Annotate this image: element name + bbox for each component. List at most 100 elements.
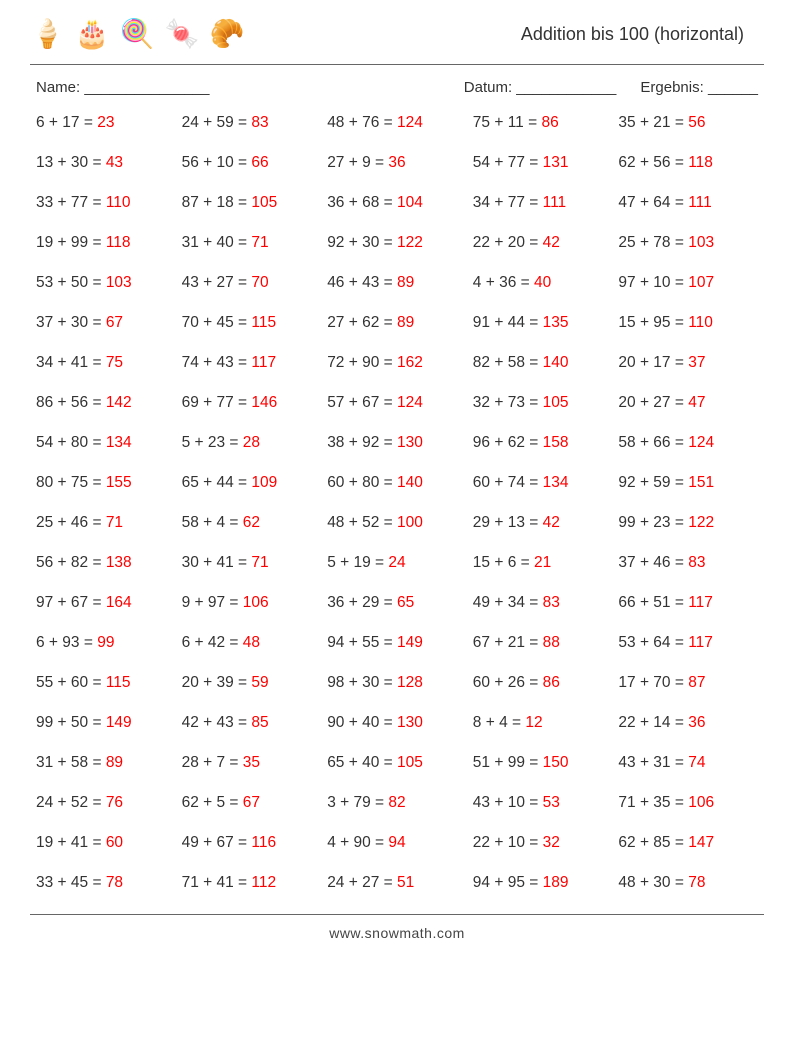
problem-cell: 92 + 30 = 122 — [327, 234, 467, 252]
problem-answer: 109 — [251, 474, 277, 491]
problem-cell: 3 + 79 = 82 — [327, 794, 467, 812]
problem-expression: 87 + 18 = — [182, 194, 252, 211]
problem-answer: 110 — [106, 194, 131, 211]
problem-cell: 62 + 85 = 147 — [618, 834, 758, 852]
problem-expression: 38 + 92 = — [327, 434, 397, 451]
problem-answer: 138 — [106, 554, 132, 571]
problem-answer: 146 — [251, 394, 277, 411]
problem-expression: 34 + 41 = — [36, 354, 106, 371]
problem-answer: 134 — [543, 474, 569, 491]
problem-cell: 30 + 41 = 71 — [182, 554, 322, 572]
problem-answer: 36 — [688, 714, 705, 731]
problem-answer: 111 — [543, 194, 567, 211]
footer-text: www.snowmath.com — [30, 925, 764, 941]
problem-answer: 105 — [397, 754, 423, 771]
problem-answer: 94 — [388, 834, 405, 851]
problem-cell: 20 + 17 = 37 — [618, 354, 758, 372]
problem-answer: 110 — [688, 314, 713, 331]
problem-cell: 25 + 78 = 103 — [618, 234, 758, 252]
problem-expression: 49 + 67 = — [182, 834, 252, 851]
problem-expression: 91 + 44 = — [473, 314, 543, 331]
problem-cell: 56 + 10 = 66 — [182, 154, 322, 172]
problem-expression: 62 + 5 = — [182, 794, 243, 811]
problem-expression: 74 + 43 = — [182, 354, 252, 371]
problem-answer: 70 — [251, 274, 268, 291]
problem-expression: 72 + 90 = — [327, 354, 397, 371]
problem-answer: 124 — [397, 394, 423, 411]
problem-answer: 105 — [543, 394, 569, 411]
problem-cell: 53 + 64 = 117 — [618, 634, 758, 652]
problem-cell: 67 + 21 = 88 — [473, 634, 613, 652]
problem-expression: 96 + 62 = — [473, 434, 543, 451]
problem-answer: 67 — [106, 314, 123, 331]
problem-cell: 54 + 77 = 131 — [473, 154, 613, 172]
problems-grid: 6 + 17 = 2324 + 59 = 8348 + 76 = 12475 +… — [30, 114, 764, 892]
problem-expression: 67 + 21 = — [473, 634, 543, 651]
problem-answer: 106 — [688, 794, 714, 811]
problem-cell: 22 + 14 = 36 — [618, 714, 758, 732]
problem-expression: 8 + 4 = — [473, 714, 526, 731]
problem-answer: 89 — [397, 274, 414, 291]
problem-answer: 40 — [534, 274, 551, 291]
problem-answer: 89 — [397, 314, 414, 331]
problem-answer: 122 — [397, 234, 423, 251]
problem-expression: 5 + 23 = — [182, 434, 243, 451]
problem-answer: 106 — [243, 594, 269, 611]
problem-expression: 34 + 77 = — [473, 194, 543, 211]
problem-expression: 54 + 77 = — [473, 154, 543, 171]
croissant-icon: 🥐 — [210, 20, 245, 48]
problem-cell: 24 + 27 = 51 — [327, 874, 467, 892]
problem-expression: 20 + 27 = — [618, 394, 688, 411]
problem-cell: 34 + 77 = 111 — [473, 194, 613, 212]
problem-answer: 59 — [251, 674, 268, 691]
problem-answer: 130 — [397, 714, 423, 731]
problem-expression: 33 + 45 = — [36, 874, 106, 891]
problem-expression: 31 + 58 = — [36, 754, 106, 771]
problem-answer: 82 — [388, 794, 405, 811]
problem-cell: 54 + 80 = 134 — [36, 434, 176, 452]
problem-cell: 62 + 56 = 118 — [618, 154, 758, 172]
problem-cell: 91 + 44 = 135 — [473, 314, 613, 332]
problem-answer: 124 — [397, 114, 423, 131]
problem-answer: 147 — [688, 834, 714, 851]
problem-cell: 4 + 90 = 94 — [327, 834, 467, 852]
problem-expression: 22 + 20 = — [473, 234, 543, 251]
problem-answer: 53 — [543, 794, 560, 811]
problem-expression: 58 + 66 = — [618, 434, 688, 451]
page-title: Addition bis 100 (horizontal) — [521, 24, 764, 45]
problem-cell: 82 + 58 = 140 — [473, 354, 613, 372]
top-rule — [30, 64, 764, 65]
problem-cell: 87 + 18 = 105 — [182, 194, 322, 212]
lollipop-icon: 🍭 — [120, 20, 155, 48]
problem-expression: 43 + 27 = — [182, 274, 252, 291]
problem-expression: 65 + 44 = — [182, 474, 252, 491]
problem-cell: 36 + 68 = 104 — [327, 194, 467, 212]
problem-cell: 33 + 45 = 78 — [36, 874, 176, 892]
problem-expression: 48 + 76 = — [327, 114, 397, 131]
problem-expression: 31 + 40 = — [182, 234, 252, 251]
problem-answer: 142 — [106, 394, 132, 411]
problem-answer: 100 — [397, 514, 423, 531]
problem-answer: 105 — [251, 194, 277, 211]
problem-cell: 99 + 50 = 149 — [36, 714, 176, 732]
problem-answer: 134 — [106, 434, 132, 451]
problem-answer: 87 — [688, 674, 705, 691]
problem-cell: 37 + 46 = 83 — [618, 554, 758, 572]
problem-cell: 9 + 97 = 106 — [182, 594, 322, 612]
problem-answer: 104 — [397, 194, 423, 211]
problem-cell: 94 + 55 = 149 — [327, 634, 467, 652]
problem-cell: 43 + 10 = 53 — [473, 794, 613, 812]
problem-answer: 85 — [251, 714, 268, 731]
problem-expression: 48 + 52 = — [327, 514, 397, 531]
problem-answer: 62 — [243, 514, 260, 531]
problem-answer: 71 — [251, 234, 268, 251]
problem-expression: 22 + 10 = — [473, 834, 543, 851]
problem-answer: 47 — [688, 394, 705, 411]
problem-expression: 36 + 68 = — [327, 194, 397, 211]
problem-answer: 36 — [388, 154, 405, 171]
problem-cell: 6 + 93 = 99 — [36, 634, 176, 652]
problem-cell: 86 + 56 = 142 — [36, 394, 176, 412]
problem-answer: 86 — [543, 674, 560, 691]
problem-expression: 19 + 99 = — [36, 234, 106, 251]
problem-cell: 34 + 41 = 75 — [36, 354, 176, 372]
